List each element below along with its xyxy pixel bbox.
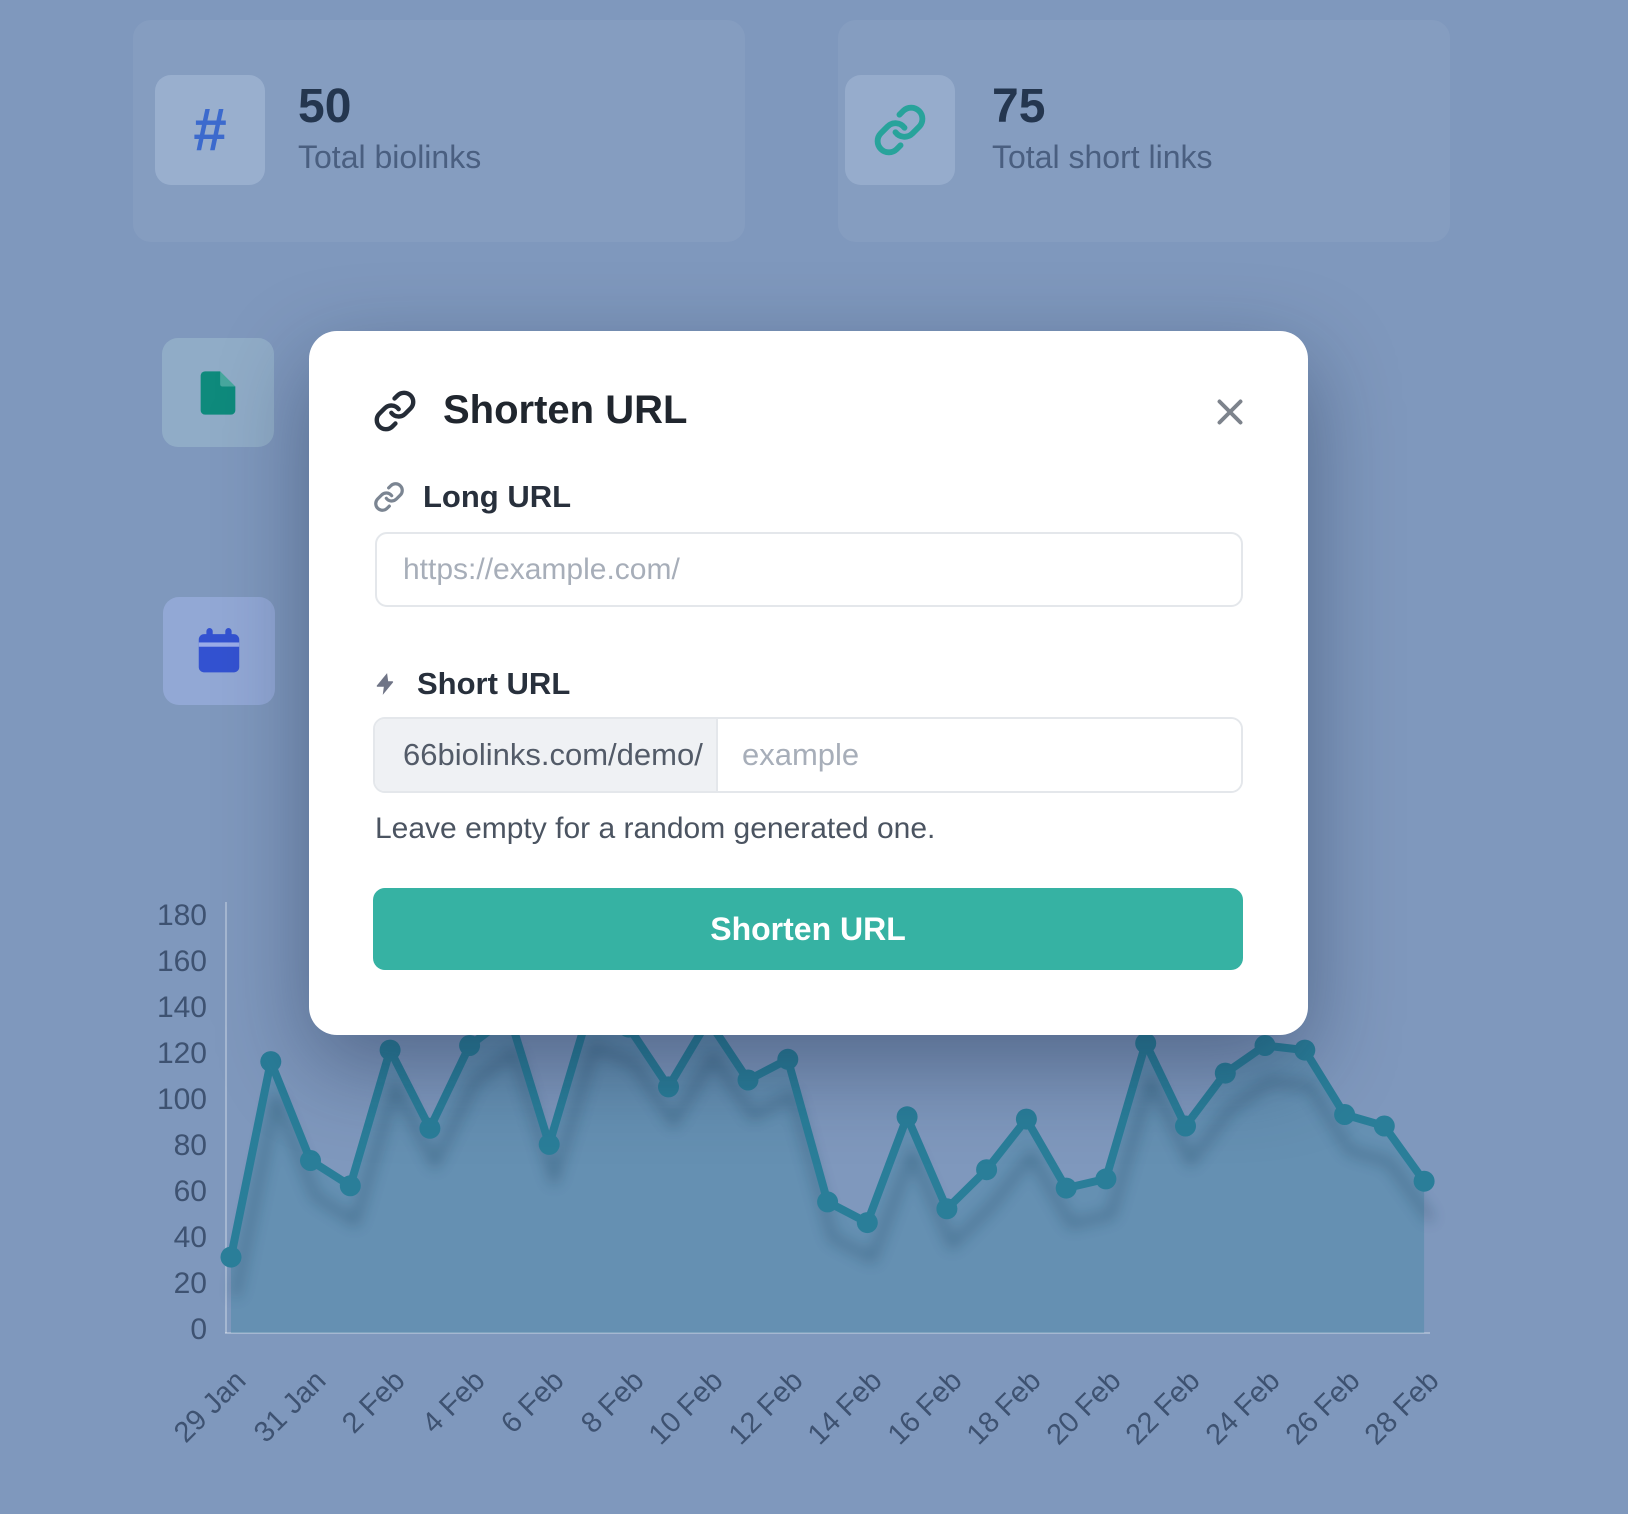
data-point [1135, 1032, 1157, 1054]
data-point [1254, 1035, 1276, 1056]
data-point [1413, 1170, 1435, 1192]
x-icon [1212, 394, 1248, 430]
data-point [1015, 1108, 1037, 1130]
y-tick-label: 0 [190, 1313, 207, 1346]
y-tick-label: 60 [173, 1175, 207, 1208]
link-icon [845, 75, 955, 185]
hash-icon: # [155, 75, 265, 185]
stat-label-short-links: Total short links [992, 139, 1213, 175]
data-point [1095, 1168, 1117, 1190]
data-point [1373, 1115, 1395, 1137]
close-button[interactable] [1206, 388, 1254, 436]
y-tick-label: 40 [173, 1221, 207, 1254]
data-point [777, 1048, 799, 1070]
data-point [379, 1039, 401, 1061]
data-point [260, 1051, 282, 1073]
data-point [658, 1076, 679, 1098]
short-url-input-group: 66biolinks.com/demo/ [373, 717, 1243, 793]
data-point [1334, 1104, 1356, 1125]
file-icon [162, 338, 274, 447]
data-point [220, 1246, 242, 1268]
chart-line [227, 1007, 1429, 1262]
data-point [817, 1191, 839, 1213]
data-point [856, 1212, 878, 1234]
stat-card-total-biolinks [133, 20, 745, 242]
short-url-input[interactable] [718, 719, 1241, 791]
long-url-label: Long URL [423, 479, 572, 514]
stat-label-biolinks: Total biolinks [298, 139, 482, 175]
data-point [538, 1133, 560, 1155]
y-tick-label: 180 [156, 899, 207, 932]
y-tick-label: 140 [156, 991, 207, 1024]
long-url-input[interactable] [375, 532, 1243, 607]
data-point [300, 1150, 321, 1171]
short-url-label: Short URL [417, 666, 571, 701]
data-point [737, 1069, 759, 1091]
short-url-helper-text: Leave empty for a random generated one. [375, 812, 936, 845]
link-icon [373, 481, 405, 513]
stat-card-total-short-links [838, 20, 1450, 242]
data-point [339, 1175, 361, 1197]
data-point [1294, 1039, 1316, 1061]
long-url-label-row: Long URL [373, 480, 571, 514]
data-point [1175, 1115, 1196, 1137]
data-point [976, 1159, 998, 1181]
short-url-prefix: 66biolinks.com/demo/ [375, 719, 718, 791]
y-tick-label: 20 [173, 1267, 207, 1300]
stat-value-biolinks: 50 [298, 80, 352, 133]
chart-y-axis-line [225, 902, 227, 1333]
chart-x-axis-line [225, 1332, 1430, 1334]
shorten-url-button[interactable]: Shorten URL [373, 888, 1243, 970]
y-tick-label: 80 [173, 1129, 207, 1162]
y-tick-label: 120 [156, 1037, 207, 1070]
modal-title: Shorten URL [443, 388, 688, 432]
data-point [1055, 1177, 1077, 1199]
data-point [419, 1117, 441, 1139]
stat-value-short-links: 75 [992, 80, 1046, 133]
data-point [936, 1198, 958, 1220]
y-tick-label: 100 [156, 1083, 207, 1116]
lightning-icon [373, 670, 399, 698]
y-tick-label: 160 [156, 945, 207, 978]
data-point [896, 1106, 918, 1128]
hash-glyph: # [193, 96, 227, 163]
data-point [459, 1035, 481, 1056]
chart-area-fill [231, 1011, 1425, 1333]
short-url-label-row: Short URL [373, 667, 570, 701]
calendar-icon [163, 597, 275, 705]
link-icon [373, 389, 417, 433]
shorten-url-modal: Shorten URL Long URL [309, 331, 1308, 1035]
data-point [1214, 1062, 1236, 1084]
